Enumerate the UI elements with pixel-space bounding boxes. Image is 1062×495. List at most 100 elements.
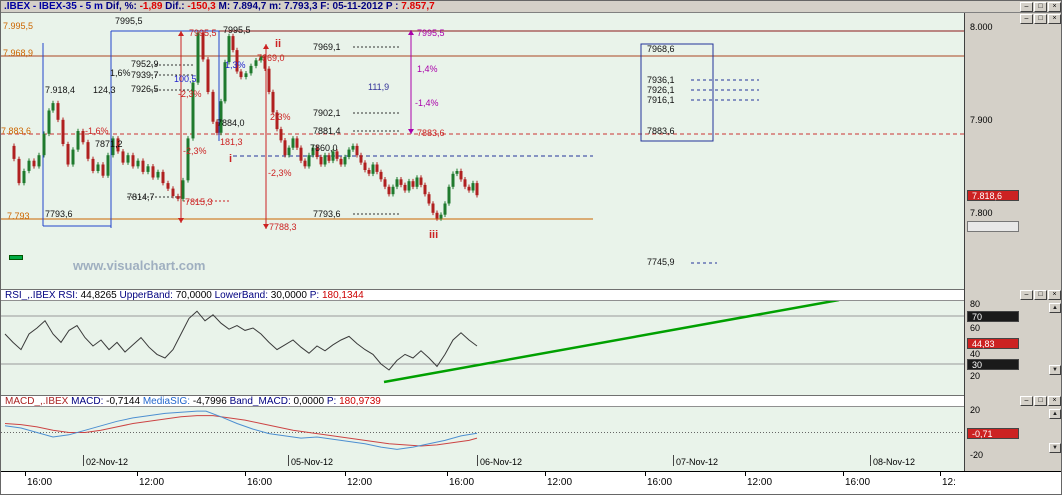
scroll-up-button[interactable]: ▲ — [1049, 303, 1061, 313]
time-label: 12:00 — [547, 477, 573, 488]
price-scale-column[interactable]: – □ × – □ × – □ × 8.000 7.900 7.800 7.818,6 80 60 40… — [964, 13, 1061, 471]
scale-axis-label: 80 — [970, 299, 981, 309]
minimize-button[interactable]: – — [1020, 14, 1033, 24]
time-label: 16:00 — [647, 477, 673, 488]
maximize-button[interactable]: □ — [1034, 2, 1047, 12]
price-annotation: 7969,0 — [257, 53, 285, 63]
titlebar-window-controls: – □ × — [1019, 2, 1061, 12]
price-annotation: 7916,1 — [647, 95, 675, 105]
titlebar-text-segment: -1,89 — [139, 1, 166, 12]
price-badge: 44,83 — [967, 338, 1019, 349]
macd-header-text-segment: MediaSIG: — [142, 396, 193, 407]
titlebar-text-segment: .IBEX - IBEX-35 - 5 m — [4, 1, 106, 12]
close-button[interactable]: × — [1048, 14, 1061, 24]
time-tick — [645, 472, 646, 476]
price-annotation: 7793,6 — [45, 209, 73, 219]
macd-header-text-segment: -0,7144 — [106, 396, 143, 407]
price-annotation: 7814,7 — [127, 192, 155, 202]
macd-indicator-panel[interactable] — [1, 407, 964, 471]
time-label: 16:00 — [845, 477, 871, 488]
scroll-down-button[interactable]: ▼ — [1049, 443, 1061, 453]
scroll-down-button[interactable]: ▼ — [1049, 365, 1061, 375]
price-annotation: 7.883,6 — [1, 126, 32, 136]
price-badge: 70 — [967, 311, 1019, 322]
price-annotation: 7745,9 — [647, 257, 675, 267]
macd-header-text-segment: Band_MACD: — [229, 396, 294, 407]
price-annotation: 7793,6 — [313, 209, 341, 219]
price-annotation: 1,3% — [225, 60, 246, 70]
time-tick — [745, 472, 746, 476]
time-tick — [137, 472, 138, 476]
scale-axis-label: 60 — [970, 323, 981, 333]
price-annotation: -1,4% — [415, 98, 439, 108]
time-axis[interactable]: 16:00 12:00 16:00 12:00 16:00 12:00 16:00 12:00… — [1, 471, 1061, 494]
rsi-header-text-segment: P: — [309, 290, 322, 301]
price-annotation: 124,3 — [93, 85, 116, 95]
price-annotation: -2,3% — [268, 168, 292, 178]
titlebar-text-segment: M: — [218, 1, 233, 12]
titlebar-text-segment: Dif, %: — [105, 1, 140, 12]
price-annotation: 7815,3 — [185, 197, 213, 207]
price-annotation: 2,3% — [270, 112, 291, 122]
close-button[interactable]: × — [1048, 396, 1061, 406]
price-annotation: 7968,6 — [647, 44, 675, 54]
scale-axis-label: 7.800 — [970, 208, 993, 218]
minimize-button[interactable]: – — [1020, 396, 1033, 406]
candlestick-chart[interactable] — [1, 13, 964, 289]
price-annotation: 1,4% — [417, 64, 438, 74]
maximize-button[interactable]: □ — [1034, 14, 1047, 24]
rsi-header-text: RSI_,.IBEX RSI: 44,8265 UpperBand: 70,00… — [5, 290, 364, 301]
time-label: 16:00 — [449, 477, 475, 488]
macd-header-text-segment: P: — [326, 396, 340, 407]
main-panel-window-controls: – □ × — [1019, 14, 1061, 24]
maximize-button[interactable]: □ — [1034, 396, 1047, 406]
scale-axis-label: 20 — [970, 371, 981, 381]
minimize-button[interactable]: – — [1020, 2, 1033, 12]
rsi-panel-window-controls: – □ × — [1019, 290, 1061, 300]
rsi-chart[interactable] — [1, 301, 964, 395]
titlebar-text: .IBEX - IBEX-35 - 5 m Dif, %: -1,89 Dif.… — [4, 1, 435, 12]
macd-header-text: MACD_,.IBEX MACD: -0,7144 MediaSIG: -4,7… — [5, 396, 381, 407]
price-annotation: 7926,1 — [647, 85, 675, 95]
rsi-header-text-segment: RSI: — [58, 290, 81, 301]
titlebar-text-segment: Dif.: — [165, 1, 188, 12]
rsi-header-text-segment: RSI_,.IBEX — [5, 290, 59, 301]
price-annotation: 7.918,4 — [45, 85, 76, 95]
chart-titlebar[interactable]: .IBEX - IBEX-35 - 5 m Dif, %: -1,89 Dif.… — [1, 1, 1061, 13]
price-annotation: 7995,5 — [189, 28, 217, 38]
price-annotation: 7995,5 — [417, 28, 445, 38]
time-label: 12:00 — [747, 477, 773, 488]
titlebar-text-segment: -150,3 — [187, 1, 219, 12]
price-annotation: 7788,3 — [269, 222, 297, 232]
price-badge: -0,71 — [967, 428, 1019, 439]
rsi-indicator-panel[interactable] — [1, 301, 964, 395]
macd-indicator-header[interactable]: MACD_,.IBEX MACD: -0,7144 MediaSIG: -4,7… — [1, 395, 964, 407]
price-annotation: -1,6% — [85, 126, 109, 136]
rsi-indicator-header[interactable]: RSI_,.IBEX RSI: 44,8265 UpperBand: 70,00… — [1, 289, 964, 301]
rsi-header-text-segment: 30,0000 — [270, 290, 310, 301]
macd-panel-window-controls: – □ × — [1019, 396, 1061, 406]
rsi-header-text-segment: 44,8265 — [80, 290, 120, 301]
price-chart-panel[interactable]: 7.995,5 7.968,9 7995,5 7995,5 7995,5 ii 7969,1… — [1, 13, 964, 289]
scale-axis-label: 8.000 — [970, 22, 993, 32]
rsi-header-text-segment: 70,0000 — [175, 290, 215, 301]
price-annotation: 111,9 — [368, 82, 390, 92]
empty-price-box — [967, 221, 1019, 232]
time-label: 16:00 — [27, 477, 53, 488]
scale-axis-label: 7.900 — [970, 115, 993, 125]
price-annotation: 7902,1 — [313, 108, 341, 118]
time-label: 12: — [942, 477, 956, 488]
scale-axis-label: 20 — [970, 405, 981, 415]
close-button[interactable]: × — [1048, 290, 1061, 300]
maximize-button[interactable]: □ — [1034, 290, 1047, 300]
minimize-button[interactable]: – — [1020, 290, 1033, 300]
rsi-header-text-segment: 180,1344 — [321, 290, 364, 301]
time-label: 12:00 — [347, 477, 373, 488]
price-annotation: 7871,2 — [95, 139, 123, 149]
time-label: 12:00 — [139, 477, 165, 488]
price-annotation: 7884,0 — [217, 118, 245, 128]
close-button[interactable]: × — [1048, 2, 1061, 12]
scroll-up-button[interactable]: ▲ — [1049, 409, 1061, 419]
macd-chart[interactable] — [1, 407, 964, 471]
price-annotation: 7.793 — [7, 211, 30, 221]
